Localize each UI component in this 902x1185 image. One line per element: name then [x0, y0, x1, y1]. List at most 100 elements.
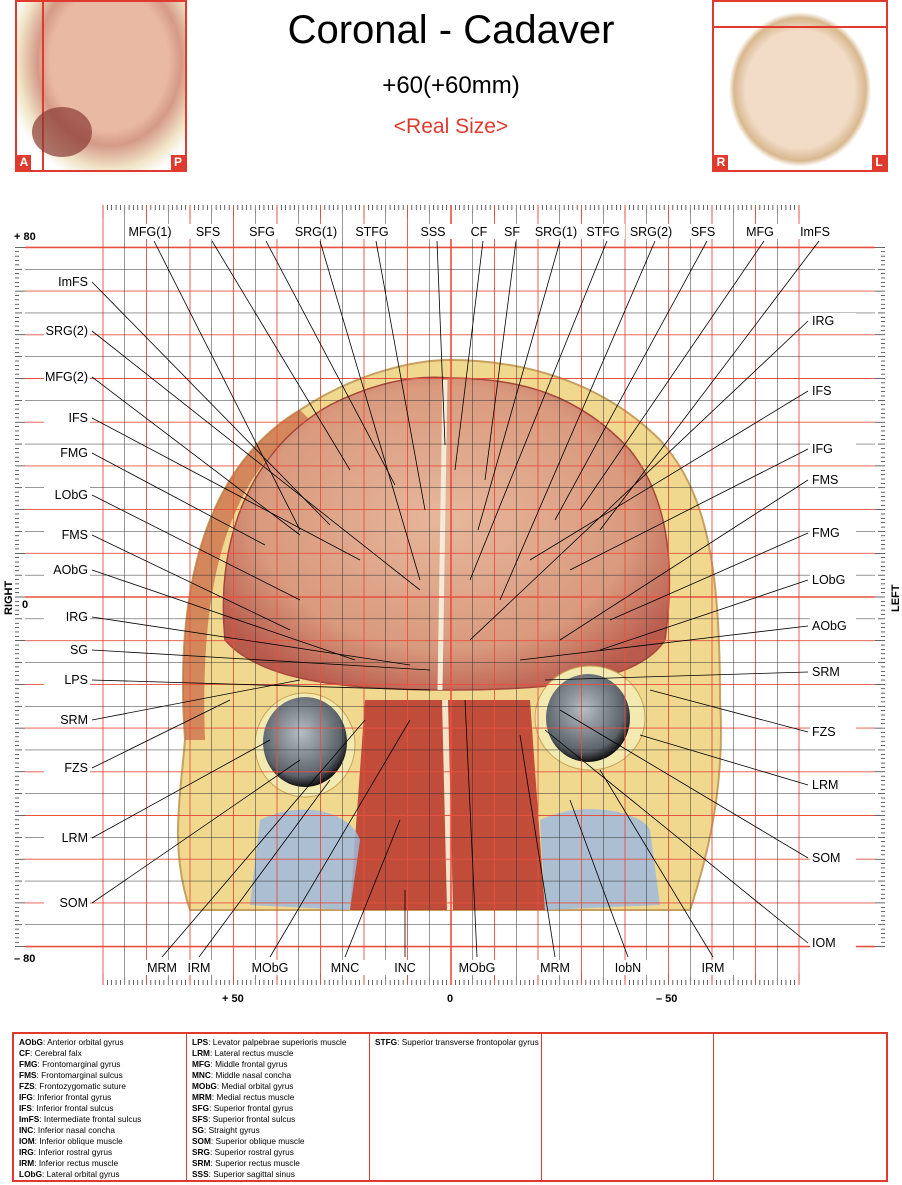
leader-line: [436, 240, 446, 446]
legend-abbr: IOM: [19, 1136, 35, 1146]
legend-entry: IFG: Inferior frontal gyrus: [19, 1092, 181, 1103]
structure-label: SRM: [812, 665, 840, 679]
label-background: [810, 777, 856, 792]
structure-label: FMG: [812, 526, 840, 540]
legend-abbr: MRM: [192, 1092, 212, 1102]
structure-label: IOM: [812, 936, 836, 950]
slice-position-line: [714, 26, 886, 28]
structure-labels: MFG(1) SFS SFG SRG(1) STFG SSS CF SF SRG(1) STFG S…: [44, 224, 856, 975]
structure-label: MObG: [459, 961, 496, 975]
page-title: Coronal - Cadaver: [287, 8, 615, 52]
structure-label: SRG(2): [630, 225, 672, 239]
label-background: [323, 960, 367, 975]
legend-entry: SRG: Superior rostral gyrus: [192, 1147, 364, 1158]
leader-line: [599, 579, 809, 651]
leader-line: [319, 240, 421, 581]
label-background: [810, 525, 856, 540]
structure-label: SRG(2): [46, 324, 88, 338]
label-background: [44, 445, 90, 460]
legend-separator: :: [211, 1092, 217, 1102]
label-background: [44, 487, 90, 502]
leader-line: [499, 240, 656, 601]
structure-label: IFS: [69, 411, 88, 425]
legend-abbr: SOM: [192, 1136, 211, 1146]
legend-desc: Superior oblique muscle: [215, 1136, 305, 1146]
cerebellum-region: [32, 107, 92, 157]
label-background: [490, 224, 534, 239]
legend-entry: LObG: Lateral orbital gyrus: [19, 1169, 181, 1180]
legend-separator: :: [209, 1048, 215, 1058]
label-background: [534, 224, 578, 239]
legend-desc: Frontozygomatic suture: [39, 1081, 126, 1091]
structure-label: LRM: [812, 778, 838, 792]
legend-abbr: LObG: [19, 1169, 43, 1179]
legend-abbr: SFG: [192, 1103, 210, 1113]
legend-entry: MRM: Medial rectus muscle: [192, 1092, 364, 1103]
structure-label: INC: [394, 961, 416, 975]
label-background: [44, 323, 90, 338]
anterior-marker: A: [17, 155, 31, 170]
structure-label: AObG: [53, 563, 88, 577]
leader-line: [91, 649, 431, 671]
label-background: [248, 960, 292, 975]
leader-line: [529, 390, 809, 561]
legend-entry: IRM: Inferior rectus muscle: [19, 1158, 181, 1169]
legend-separator: :: [210, 1136, 216, 1146]
structure-label: SFG: [249, 225, 275, 239]
structure-label: LObG: [55, 488, 88, 502]
leader-line: [469, 240, 608, 581]
nasal-septum: [442, 699, 453, 911]
label-background: [810, 664, 856, 679]
brain: [222, 376, 671, 691]
label-background: [44, 642, 90, 657]
label-background: [44, 410, 90, 425]
legend-desc: Superior frontal sulcus: [212, 1114, 296, 1124]
legend-column: AObG: Anterior orbital gyrus CF: Cerebral…: [14, 1034, 187, 1180]
structure-label: SRM: [60, 713, 88, 727]
legend-abbr: MObG: [192, 1081, 217, 1091]
legend-desc: Superior rectus muscle: [215, 1158, 300, 1168]
legend-separator: :: [39, 1114, 44, 1124]
leader-line: [464, 699, 478, 958]
legend-desc: Inferior nasal concha: [37, 1125, 115, 1135]
legend-separator: :: [33, 1125, 38, 1135]
legend-separator: :: [210, 1070, 216, 1080]
legend-separator: :: [397, 1037, 402, 1047]
legend-abbr: IRG: [19, 1147, 34, 1157]
legend-desc: Inferior frontal gyrus: [37, 1092, 112, 1102]
leader-line: [599, 769, 714, 958]
legend-abbr: FMG: [19, 1059, 38, 1069]
legend-separator: :: [204, 1125, 209, 1135]
leader-line: [91, 494, 301, 601]
label-background: [44, 672, 90, 687]
label-background: [606, 960, 650, 975]
legend-entry: SFG: Superior frontal gyrus: [192, 1103, 364, 1114]
legend-entry: MObG: Medial orbital gyrus: [192, 1081, 364, 1092]
structure-label: SRG(1): [295, 225, 337, 239]
legend-separator: :: [209, 1103, 214, 1113]
leader-line: [91, 679, 431, 691]
legend-separator: :: [210, 1158, 216, 1168]
legend-desc: Middle nasal concha: [215, 1070, 292, 1080]
leader-line: [649, 689, 809, 733]
label-background: [810, 724, 856, 739]
legend-separator: :: [34, 1136, 40, 1146]
leader-line: [484, 240, 517, 481]
label-background: [44, 895, 90, 910]
left-marker: L: [872, 155, 886, 170]
legend-abbr: AObG: [19, 1037, 43, 1047]
label-background: [810, 850, 856, 865]
sagittal-thumbnail: A P: [15, 0, 187, 172]
label-background: [810, 572, 856, 587]
leader-line: [559, 479, 809, 641]
legend-desc: Medial rectus muscle: [216, 1092, 295, 1102]
structure-label: SFS: [196, 225, 220, 239]
leader-line: [375, 240, 426, 511]
structure-label: MFG: [746, 225, 774, 239]
structure-label: LPS: [64, 673, 88, 687]
legend-separator: :: [32, 1092, 38, 1102]
legend-desc: Superior rostral gyrus: [214, 1147, 294, 1157]
structure-label: ImFS: [800, 225, 830, 239]
legend-abbr: SG: [192, 1125, 204, 1135]
structure-label: IRG: [812, 314, 834, 328]
